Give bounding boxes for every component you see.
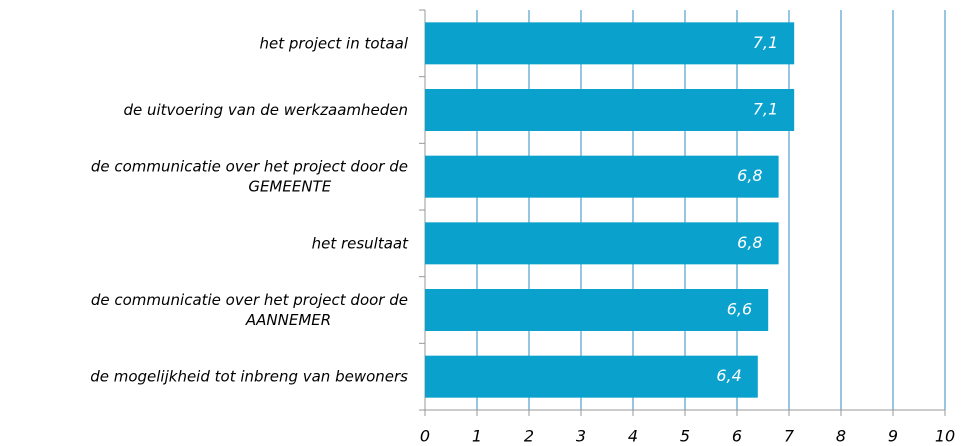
x-tick-label: 3 <box>576 427 586 446</box>
value-label: 7,1 <box>753 100 778 119</box>
value-label: 6,8 <box>737 233 762 252</box>
y-tick-label: de mogelijkheid tot inbreng van bewoners <box>90 367 408 385</box>
bar <box>425 355 758 398</box>
x-tick-label: 10 <box>935 427 955 446</box>
y-tick-label: de communicatie over het project door de… <box>91 291 408 329</box>
bar <box>425 289 769 331</box>
y-tick-label: de communicatie over het project door de… <box>91 157 408 195</box>
x-tick-label: 1 <box>472 427 482 446</box>
bar <box>425 155 779 198</box>
x-tick-label: 8 <box>836 427 846 446</box>
x-tick-label: 7 <box>784 427 795 446</box>
value-label: 6,4 <box>716 366 741 385</box>
bar <box>425 222 779 265</box>
x-tick-label: 5 <box>680 427 690 446</box>
x-tick-label: 2 <box>524 427 534 446</box>
bar <box>425 89 795 131</box>
value-label: 6,6 <box>727 300 752 319</box>
bar <box>425 22 795 65</box>
x-tick-label: 0 <box>420 427 430 446</box>
x-tick-label: 6 <box>732 427 742 446</box>
y-tick-label: de uitvoering van de werkzaamheden <box>123 101 408 119</box>
value-label: 6,8 <box>737 166 762 185</box>
x-tick-label: 4 <box>628 427 638 446</box>
y-tick-label: het project in totaal <box>260 34 409 52</box>
value-label: 7,1 <box>753 33 778 52</box>
x-tick-label: 9 <box>888 427 898 446</box>
y-tick-label: het resultaat <box>312 234 410 252</box>
